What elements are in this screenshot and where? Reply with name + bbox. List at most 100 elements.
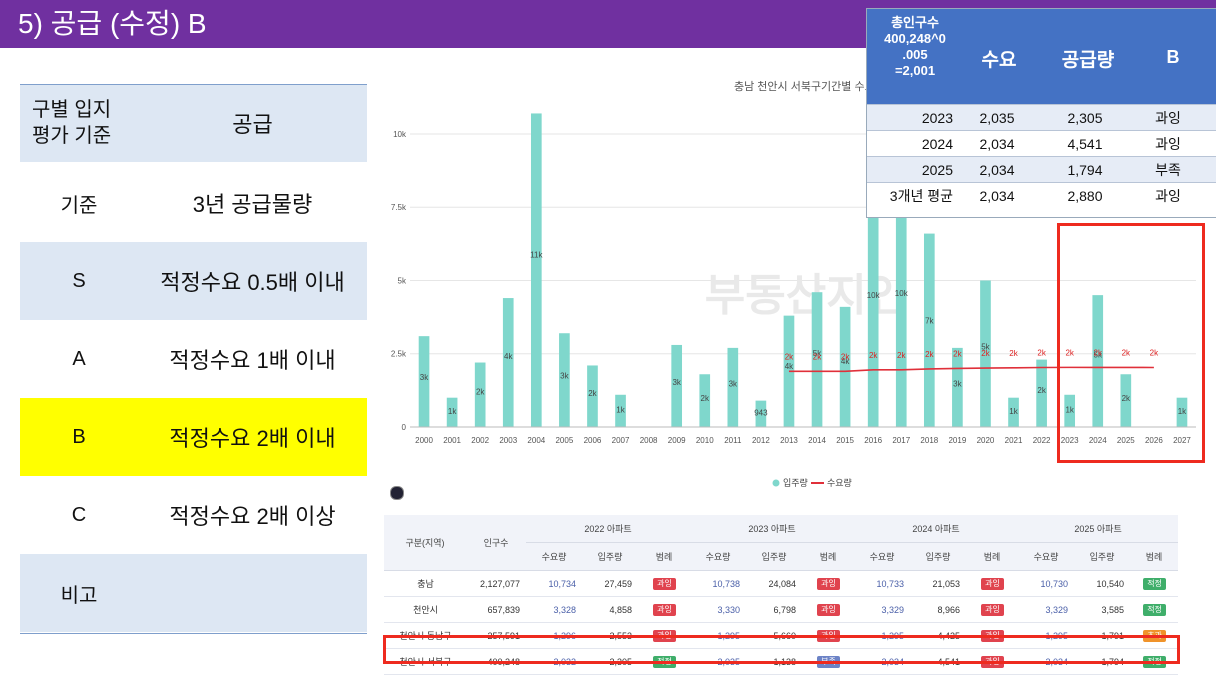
cell-population: 657,839 — [466, 596, 526, 623]
cell-legend: 과잉 — [966, 596, 1019, 623]
bar-data-label: 7k — [925, 317, 934, 326]
col-region: 구분(지역) — [384, 515, 466, 571]
summary-judge: 과잉 — [1155, 188, 1181, 204]
x-tick-label: 2020 — [977, 436, 995, 445]
summary-header: 총인구수 400,248^0 .005 =2,001 수요 공급량 B — [867, 9, 1216, 104]
cell-legend: 과잉 — [638, 570, 691, 597]
summary-header-supply: 공급량 — [1061, 50, 1115, 71]
x-tick-label: 2014 — [808, 436, 826, 445]
y-tick-label: 0 — [402, 423, 407, 432]
cell-supply: 6,798 — [746, 596, 803, 623]
bar — [923, 233, 935, 427]
summary-demand: 2,034 — [979, 136, 1015, 152]
cell-supply: 4,858 — [582, 596, 638, 623]
highlight-box-chart — [1057, 223, 1205, 463]
x-tick-label: 2009 — [668, 436, 686, 445]
summary-header-demand: 수요 — [981, 50, 1017, 71]
col-year: 2024 아파트 — [854, 515, 1019, 543]
cell-demand: 10,733 — [854, 570, 911, 597]
cell-demand: 10,734 — [526, 570, 582, 597]
col-demand: 수요량 — [690, 542, 747, 571]
bar-data-label: 5k — [813, 349, 822, 358]
summary-table: 총인구수 400,248^0 .005 =2,001 수요 공급량 B 2023… — [866, 8, 1216, 218]
line-data-label: 2k — [897, 351, 906, 360]
cell-supply: 8,966 — [910, 596, 967, 623]
cell-legend: 과잉 — [966, 570, 1019, 597]
bar-data-label: 4k — [785, 362, 794, 371]
bar-data-label: 11k — [530, 251, 543, 260]
x-tick-label: 2003 — [499, 436, 517, 445]
col-supply: 입주량 — [1074, 542, 1131, 571]
criteria-grade: A — [72, 347, 86, 370]
summary-demand: 2,034 — [979, 188, 1015, 204]
bar-data-label: 2k — [701, 394, 710, 403]
bar-data-label: 2k — [1037, 386, 1046, 395]
line-data-label: 2k — [869, 351, 878, 360]
x-tick-label: 2027 — [1173, 436, 1191, 445]
bar — [418, 336, 430, 427]
table-row: 충남 2,127,077 10,734 27,459 과잉 10,738 24,084 과잉 1… — [384, 570, 1179, 597]
bar — [980, 280, 991, 427]
line-data-label: 2k — [1009, 349, 1018, 358]
x-tick-label: 2012 — [752, 436, 770, 445]
status-badge: 적정 — [1143, 577, 1166, 590]
criteria-row: S 적정수요 0.5배 이내 — [20, 242, 367, 320]
divider — [20, 633, 367, 634]
y-tick-label: 2.5k — [391, 350, 407, 359]
cell-population: 2,127,077 — [466, 570, 526, 597]
bar-data-label: 10k — [895, 289, 909, 298]
x-tick-label: 2011 — [724, 436, 742, 445]
cell-demand: 3,330 — [690, 596, 747, 623]
criteria-rule: 적정수요 2배 이내 — [169, 426, 336, 451]
cell-demand: 10,730 — [1018, 570, 1075, 597]
col-legend: 범례 — [638, 542, 691, 571]
x-tick-label: 2022 — [1033, 436, 1051, 445]
bar-data-label: 2k — [588, 389, 597, 398]
summary-supply: 2,305 — [1067, 110, 1103, 126]
bar-data-label: 4k — [841, 357, 850, 366]
bar — [671, 344, 683, 427]
cell-demand: 10,738 — [690, 570, 747, 597]
x-tick-label: 2015 — [836, 436, 854, 445]
x-tick-label: 2021 — [1005, 436, 1023, 445]
bar-data-label: 3k — [729, 379, 738, 388]
bar-data-label: 2k — [476, 388, 485, 397]
status-badge: 과잉 — [653, 577, 676, 590]
criteria-rule: 적정수요 1배 이내 — [169, 348, 336, 373]
bar — [895, 183, 907, 427]
bar — [1036, 359, 1047, 427]
bar-data-label: 2k — [1122, 394, 1131, 403]
summary-row: 2024 2,034 4,541 과잉 — [867, 130, 1216, 157]
line-data-label: 2k — [841, 352, 850, 361]
legend-label: 수요량 — [827, 477, 852, 488]
bar — [502, 298, 514, 427]
criteria-row-highlighted: B 적정수요 2배 이내 — [20, 398, 367, 476]
col-supply: 입주량 — [746, 542, 803, 571]
cell-demand: 3,329 — [854, 596, 911, 623]
cell-legend: 적정 — [1130, 596, 1179, 623]
col-population: 인구수 — [466, 515, 526, 571]
criteria-row: 비고 — [20, 554, 367, 632]
line-data-label: 2k — [953, 349, 962, 358]
x-tick-label: 2006 — [584, 436, 602, 445]
bar-data-label: 3k — [560, 371, 569, 380]
criteria-rule: 적정수요 0.5배 이내 — [160, 270, 345, 295]
line-data-label: 2k — [813, 352, 822, 361]
summary-header-population: 총인구수 400,248^0 .005 =2,001 — [884, 15, 946, 78]
summary-supply: 4,541 — [1067, 136, 1103, 152]
cell-supply: 21,053 — [910, 570, 967, 597]
cell-demand: 3,328 — [526, 596, 582, 623]
criteria-rule: 적정수요 2배 이상 — [169, 504, 336, 529]
bar-data-label: 3k — [420, 373, 429, 382]
cell-supply: 3,585 — [1074, 596, 1131, 623]
col-year: 2022 아파트 — [526, 515, 691, 543]
summary-year: 2024 — [921, 136, 953, 152]
y-tick-label: 5k — [398, 276, 407, 285]
col-year: 2023 아파트 — [690, 515, 855, 543]
cell-legend: 과잉 — [802, 596, 855, 623]
line-data-label: 2k — [785, 352, 794, 361]
cell-supply: 24,084 — [746, 570, 803, 597]
criteria-grade: B — [72, 425, 86, 448]
line-data-label: 2k — [1150, 349, 1159, 358]
demand-line — [788, 366, 1154, 373]
